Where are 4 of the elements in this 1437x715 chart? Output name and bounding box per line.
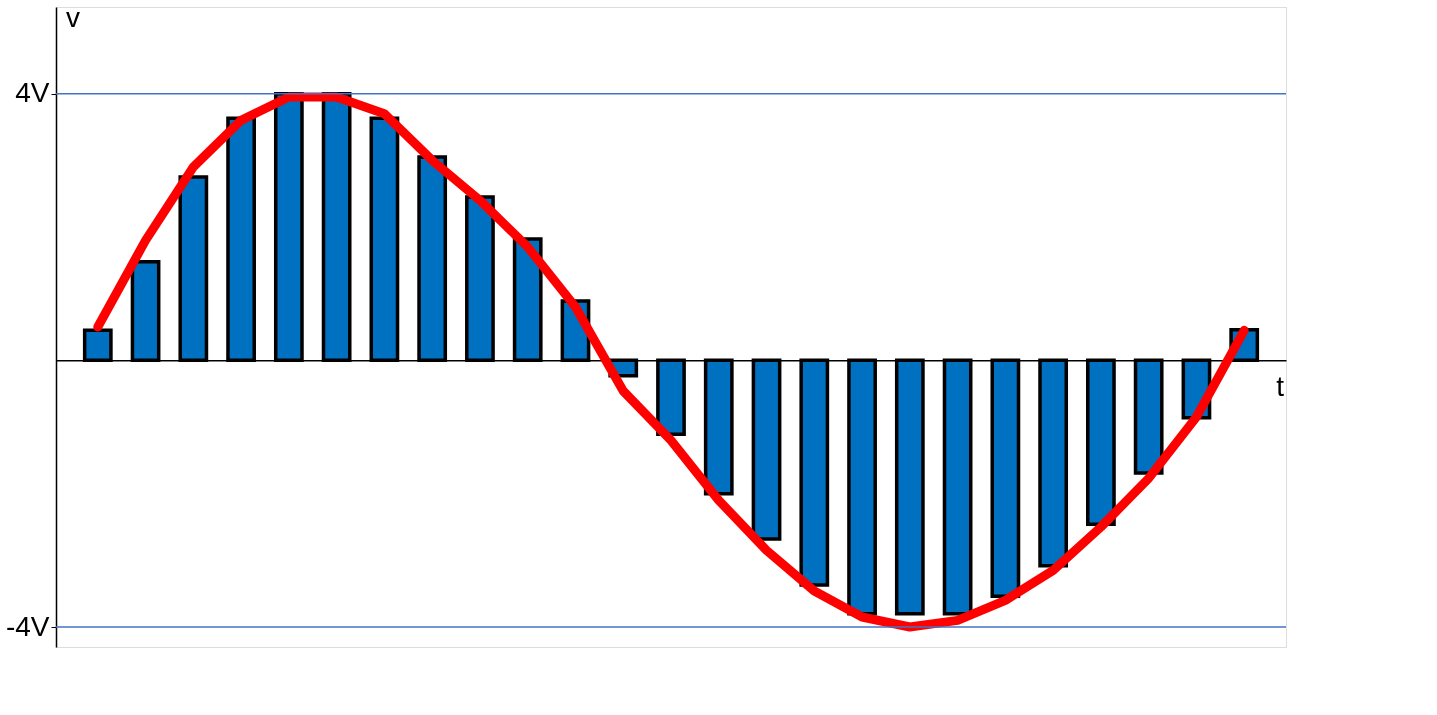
y-tick-label: 4V — [15, 77, 50, 109]
y-axis-title: v — [66, 2, 80, 33]
x-axis-title: t — [1276, 371, 1285, 403]
y-tick-label: -4V — [5, 610, 50, 642]
